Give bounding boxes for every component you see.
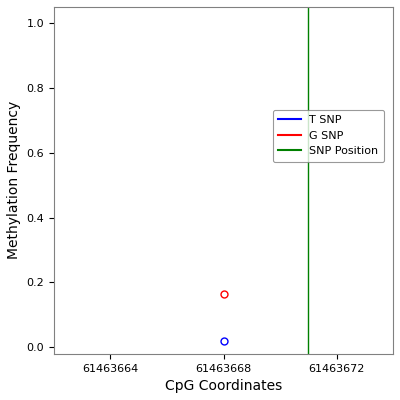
Y-axis label: Methylation Frequency: Methylation Frequency: [7, 101, 21, 260]
X-axis label: CpG Coordinates: CpG Coordinates: [165, 379, 282, 393]
Legend: T SNP, G SNP, SNP Position: T SNP, G SNP, SNP Position: [273, 110, 384, 162]
